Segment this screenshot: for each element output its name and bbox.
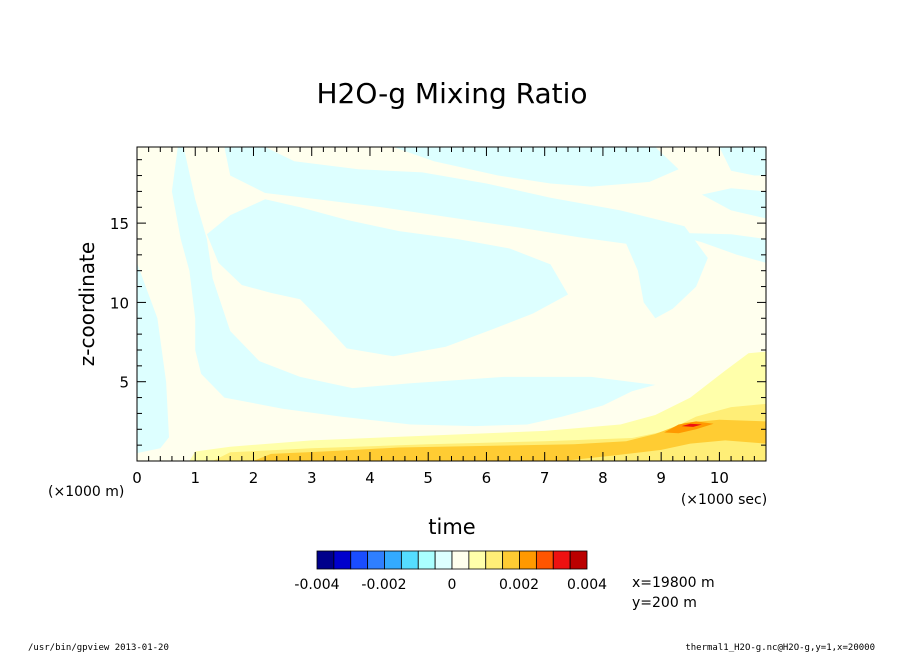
x-tick-label: 6	[482, 469, 492, 487]
footer-right: thermal1_H2O-g.nc@H2O-g,y=1,x=20000	[685, 643, 875, 653]
x-tick-label: 10	[710, 469, 729, 487]
x-tick-label: 8	[598, 469, 608, 487]
colorbar-swatch	[367, 550, 385, 570]
colorbar-swatch	[400, 550, 419, 570]
contour-band-negative	[667, 232, 766, 263]
colorbar-tick-label: -0.004	[294, 577, 339, 593]
y-tick-label: 15	[110, 215, 129, 233]
colorbar-swatch	[417, 550, 436, 570]
colorbar-tick-label: 0.004	[567, 577, 607, 593]
position-info-x: x=19800 m	[632, 575, 715, 591]
colorbar-tick-label: 0	[448, 577, 457, 593]
colorbar-tick-label: 0.002	[499, 577, 539, 593]
colorbar-swatch	[535, 550, 554, 570]
colorbar-swatch	[468, 550, 487, 570]
contour-band-negative	[206, 199, 568, 357]
contour-band-positive	[664, 421, 714, 434]
contour-band-negative	[719, 147, 766, 176]
colorbar-swatch	[350, 550, 369, 570]
x-tick-label: 5	[423, 469, 433, 487]
y-axis-label: z-coordinate	[75, 242, 99, 366]
contour-band-negative	[137, 147, 656, 454]
y-unit-label: (×1000 m)	[48, 484, 124, 500]
colorbar-swatch	[434, 550, 453, 570]
colorbar-swatch	[519, 550, 537, 570]
contour-band-positive	[681, 423, 702, 427]
x-tick-label: 9	[656, 469, 666, 487]
colorbar-swatch	[569, 550, 588, 570]
x-tick-label: 7	[540, 469, 550, 487]
footer-left: /usr/bin/gpview 2013-01-20	[28, 643, 169, 653]
x-tick-label: 0	[132, 469, 142, 487]
colorbar-swatch	[502, 550, 520, 570]
x-tick-label: 4	[365, 469, 375, 487]
x-axis-label: time	[428, 515, 475, 539]
chart-title: H2O-g Mixing Ratio	[316, 77, 587, 110]
contour-band-positive	[189, 351, 766, 461]
colorbar-swatch	[485, 550, 504, 570]
x-unit-label: (×1000 sec)	[681, 492, 767, 508]
colorbar-swatch	[316, 550, 335, 570]
y-tick-label: 5	[119, 374, 129, 392]
contour-band-negative	[224, 147, 708, 319]
colorbar-tick-label: -0.002	[361, 577, 406, 593]
plot-area: 0 1 2 3 4 5 6 7 8 9 10 5 10 15	[110, 146, 767, 487]
x-tick-label: 2	[249, 469, 259, 487]
colorbar-swatch	[333, 550, 352, 570]
colorbar-labels: -0.004 -0.002 0 0.002 0.004	[294, 577, 607, 593]
colorbar-swatch	[552, 550, 571, 570]
y-tick-label: 10	[110, 294, 129, 312]
position-info-y: y=200 m	[632, 595, 697, 611]
colorbar-swatch	[384, 550, 402, 570]
colorbar	[316, 550, 588, 570]
contour-band-positive	[253, 419, 766, 461]
contour-band-negative	[701, 188, 766, 219]
x-tick-label: 1	[190, 469, 200, 487]
colorbar-swatch	[451, 550, 470, 570]
contour-band-negative	[393, 147, 679, 187]
x-tick-label: 3	[307, 469, 317, 487]
